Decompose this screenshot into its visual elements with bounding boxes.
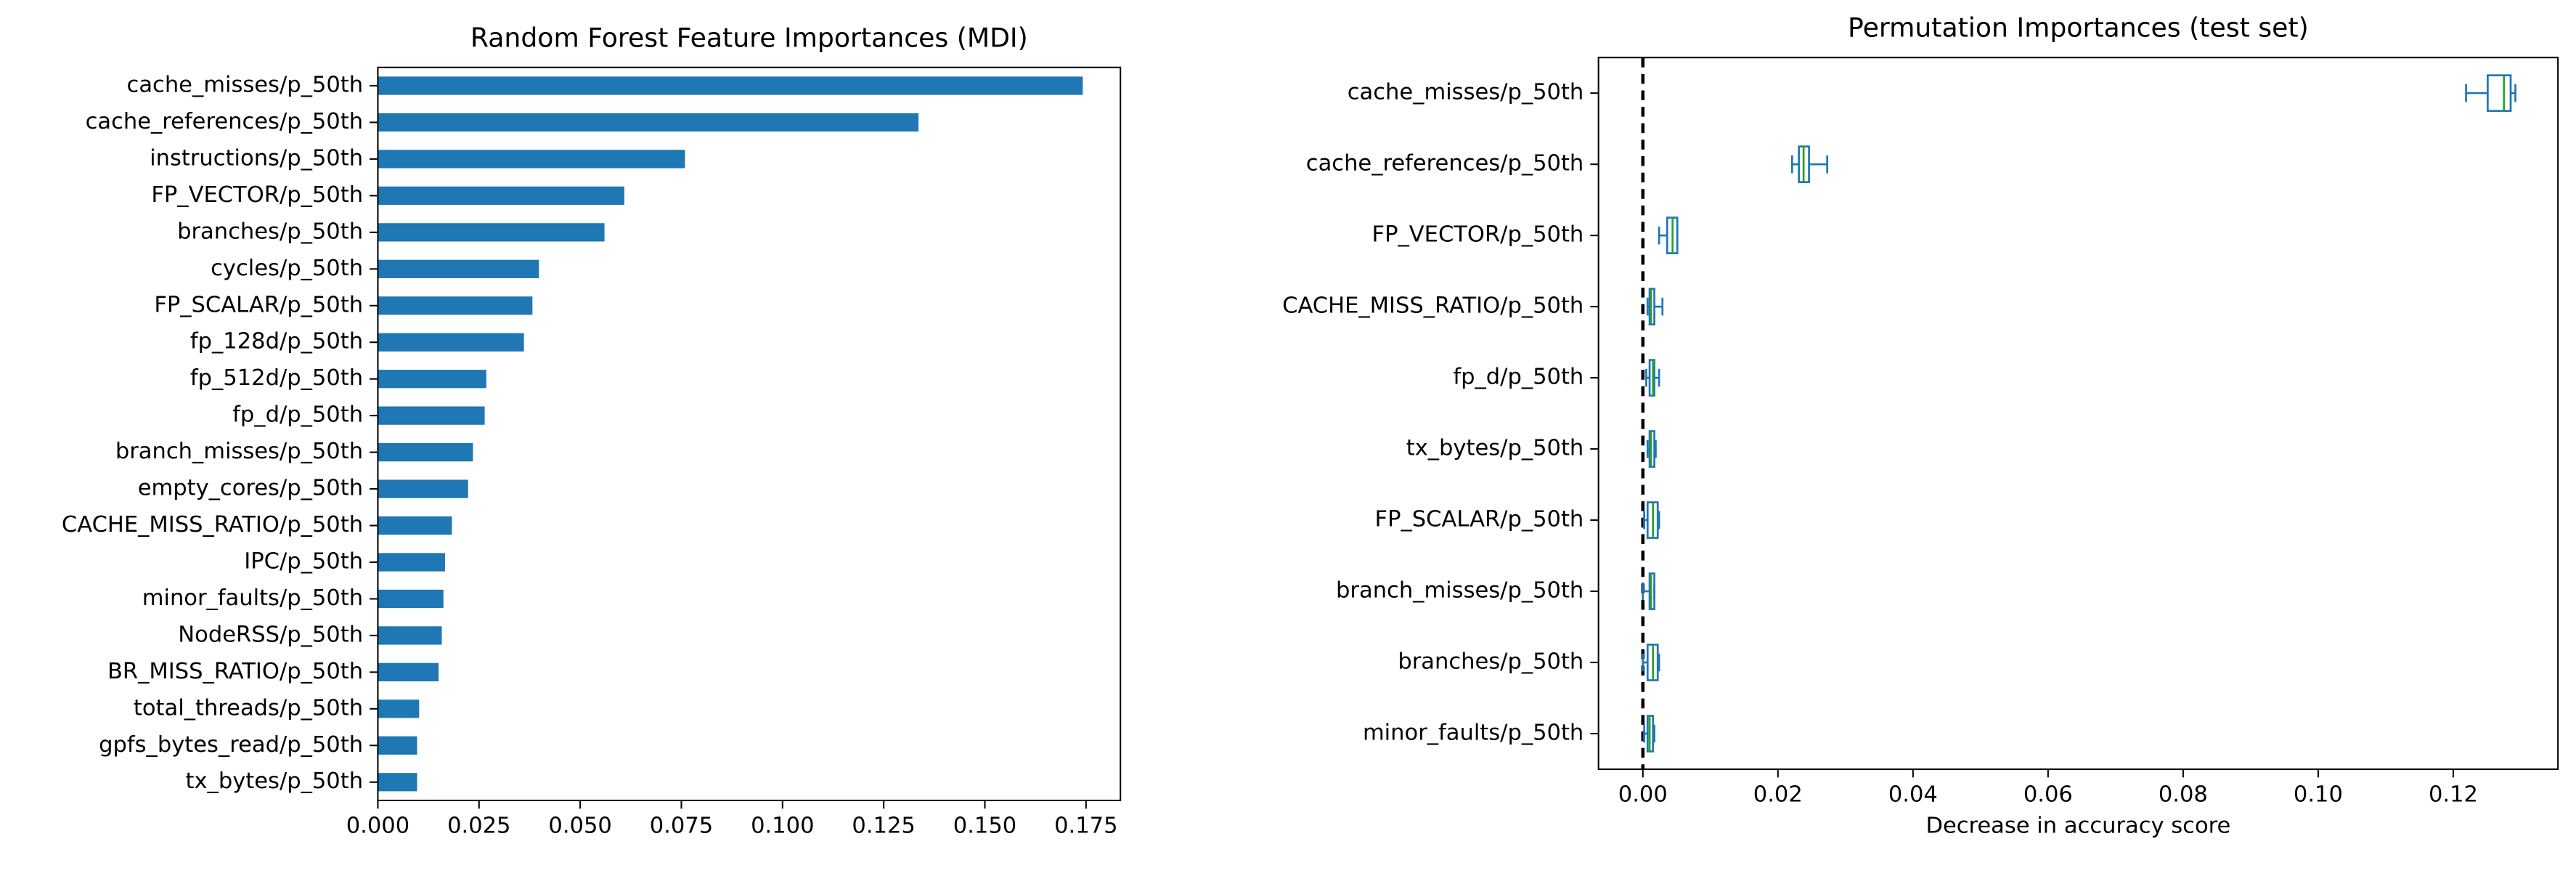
bar [378,553,445,572]
bar [378,370,486,389]
bar [378,296,533,315]
y-tick-label: BR_MISS_RATIO/p_50th [107,659,363,684]
x-tick-label: 0.04 [1888,782,1938,808]
y-tick-label: total_threads/p_50th [134,695,363,721]
y-tick-label: tx_bytes/p_50th [186,768,364,794]
y-tick-label: tx_bytes/p_50th [1406,436,1584,461]
box [1648,359,1655,397]
bar [378,773,417,792]
bar [378,259,539,278]
bar [378,736,417,755]
x-tick-label: 0.100 [751,814,814,839]
y-tick-label: cache_misses/p_50th [127,73,364,98]
y-tick-label: minor_faults/p_50th [142,585,363,611]
y-tick-label: fp_d/p_50th [1453,365,1583,390]
y-tick-label: FP_VECTOR/p_50th [1372,222,1584,248]
y-tick-label: fp_d/p_50th [232,402,363,428]
y-tick-label: cache_references/p_50th [1306,151,1583,177]
y-tick-label: fp_512d/p_50th [190,365,363,391]
box [1648,430,1655,468]
bar [378,223,605,242]
x-tick-label: 0.050 [548,814,611,839]
bar [378,662,439,681]
y-tick-label: FP_SCALAR/p_50th [1375,507,1584,532]
bar [378,589,444,609]
chart-title: Random Forest Feature Importances (MDI) [470,22,1028,53]
chart-title: Permutation Importances (test set) [1848,12,2309,44]
y-tick-label: IPC/p_50th [244,548,363,574]
y-tick-label: FP_VECTOR/p_50th [151,182,363,208]
x-tick-label: 0.02 [1753,782,1803,808]
x-tick-label: 0.08 [2159,782,2208,808]
box [1648,572,1655,610]
x-tick-label: 0.06 [2023,782,2073,808]
box [2487,74,2512,113]
bar [378,699,420,718]
x-tick-label: 0.12 [2429,782,2478,808]
bar [378,442,473,462]
bar [378,626,442,645]
y-tick-label: CACHE_MISS_RATIO/p_50th [62,512,363,538]
y-tick-label: branch_misses/p_50th [1336,578,1583,604]
y-tick-label: minor_faults/p_50th [1363,720,1583,745]
bar [378,516,452,535]
bar [378,76,1083,95]
x-tick-label: 0.150 [953,814,1016,839]
bar [378,479,468,498]
x-tick-label: 0.125 [852,814,915,839]
y-tick-label: cycles/p_50th [211,256,363,281]
y-tick-label: branches/p_50th [1398,649,1583,675]
y-tick-label: gpfs_bytes_read/p_50th [99,732,363,758]
x-tick-label: 0.175 [1054,814,1117,839]
bar [378,406,485,425]
y-tick-label: cache_references/p_50th [86,109,363,134]
x-tick-label: 0.025 [447,814,510,839]
y-tick-label: FP_SCALAR/p_50th [154,292,363,317]
y-tick-label: branches/p_50th [177,219,363,244]
x-tick-label: 0.10 [2294,782,2343,808]
x-tick-label: 0.075 [650,814,713,839]
y-tick-label: fp_128d/p_50th [190,329,363,354]
bar [378,150,685,169]
y-tick-label: branch_misses/p_50th [115,439,363,464]
y-tick-label: NodeRSS/p_50th [178,622,363,647]
y-tick-label: instructions/p_50th [150,145,363,171]
bar [378,113,919,132]
x-tick-label: 0.000 [346,814,409,839]
x-axis-label: Decrease in accuracy score [1925,814,2230,839]
box [1648,288,1655,325]
axes-frame [1597,57,2559,770]
bar [378,333,524,352]
bar [378,186,624,206]
y-tick-label: CACHE_MISS_RATIO/p_50th [1282,293,1583,319]
axes-frame [377,66,1122,801]
y-tick-label: empty_cores/p_50th [138,476,363,501]
x-tick-label: 0.00 [1618,782,1668,808]
y-tick-label: cache_misses/p_50th [1348,80,1584,105]
